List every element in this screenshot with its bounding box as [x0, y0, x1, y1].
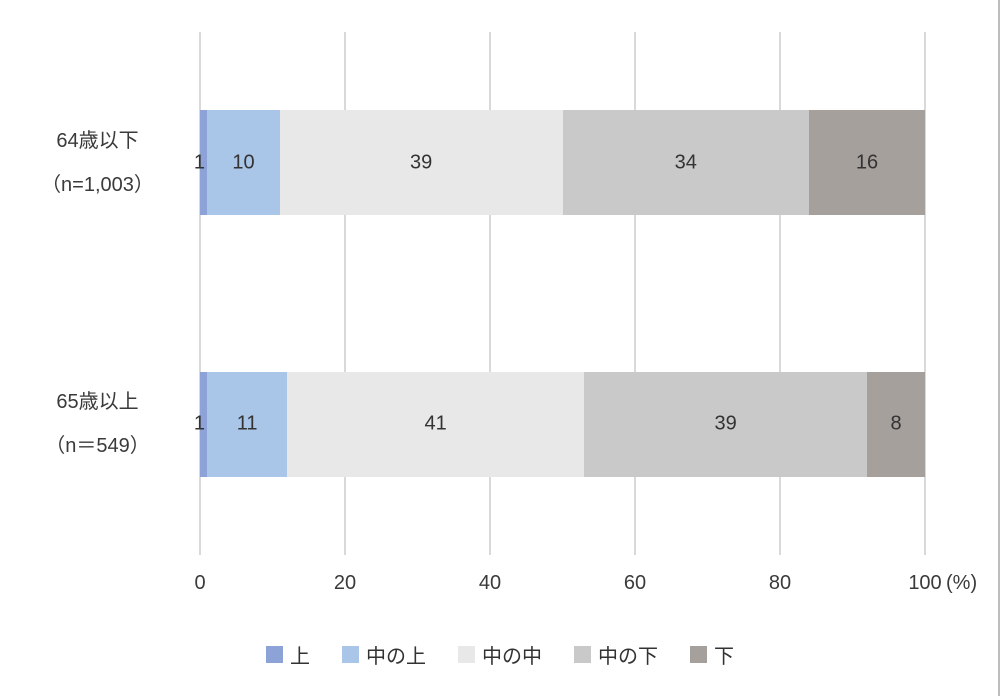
- legend-label: 下: [714, 646, 734, 668]
- axis-unit-label: (%): [946, 572, 978, 594]
- gridline: [489, 32, 491, 555]
- legend: 上 中の上 中の中 中の下 下: [0, 640, 1000, 669]
- bar-segment-中の上: 11: [207, 371, 287, 477]
- legend-label: 中の上: [366, 646, 426, 668]
- x-axis-tick-label: 20: [333, 572, 357, 594]
- segment-value-label: 39: [714, 412, 737, 435]
- legend-swatch-icon: [458, 646, 475, 663]
- bar-segment-下: 16: [809, 110, 925, 216]
- segment-value-label: 1: [193, 151, 206, 174]
- x-axis-tick-label: 0: [194, 572, 206, 594]
- segment-value-label: 1: [193, 412, 206, 435]
- legend-label: 中の下: [598, 646, 658, 668]
- segment-value-label: 34: [674, 151, 697, 174]
- legend-label: 上: [290, 646, 310, 668]
- category-label: 64歳以下 （n=1,003）: [10, 119, 185, 207]
- bar-segment-下: 8: [867, 371, 925, 477]
- bar-segment-中の中: 41: [287, 371, 585, 477]
- x-axis-tick-label: 40: [478, 572, 502, 594]
- legend-label: 中の中: [482, 646, 542, 668]
- legend-swatch-icon: [342, 646, 359, 663]
- category-name: 64歳以下: [56, 129, 139, 152]
- bar-segment-上: 1: [194, 371, 208, 477]
- segment-value-label: 16: [855, 151, 879, 174]
- gridline: [924, 32, 926, 555]
- legend-swatch-icon: [266, 646, 283, 663]
- category-n-label: （n=1,003）: [41, 173, 154, 196]
- image-right-border: [998, 0, 1000, 696]
- legend-swatch-icon: [690, 646, 707, 663]
- bar-segment-中の下: 39: [584, 371, 867, 477]
- legend-item-中の下: 中の下: [574, 640, 658, 669]
- legend-item-中の中: 中の中: [458, 640, 542, 669]
- segment-value-label: 11: [236, 412, 258, 435]
- x-axis-tick-label: 80: [768, 572, 792, 594]
- category-label: 65歳以上 （n＝549）: [10, 380, 185, 468]
- segment-value-label: 8: [890, 412, 902, 435]
- category-name: 65歳以上: [56, 391, 139, 414]
- legend-item-中の上: 中の上: [342, 640, 426, 669]
- segment-value-label: 10: [232, 151, 255, 174]
- segment-value-label: 39: [410, 151, 433, 174]
- category-n-label: （n＝549）: [45, 435, 150, 458]
- bar-segment-上: 1: [194, 110, 208, 216]
- segment-value-label: 41: [424, 412, 447, 435]
- legend-swatch-icon: [574, 646, 591, 663]
- gridline: [779, 32, 781, 555]
- x-axis-tick-label: 60: [623, 572, 647, 594]
- gridline: [199, 32, 201, 555]
- legend-item-上: 上: [266, 640, 310, 669]
- bar-row: 1 11 41 39 8: [194, 371, 925, 477]
- bar-segment-中の上: 10: [207, 110, 280, 216]
- x-axis-tick-label: 100: [908, 572, 942, 594]
- plot-area: 1 10 39 34 16 1 11 41 39 8: [194, 32, 926, 555]
- bar-segment-中の中: 39: [279, 110, 563, 216]
- legend-item-下: 下: [690, 640, 734, 669]
- bar-segment-中の下: 34: [562, 110, 809, 216]
- bar-row: 1 10 39 34 16: [194, 110, 925, 216]
- gridline: [344, 32, 346, 555]
- gridline: [634, 32, 636, 555]
